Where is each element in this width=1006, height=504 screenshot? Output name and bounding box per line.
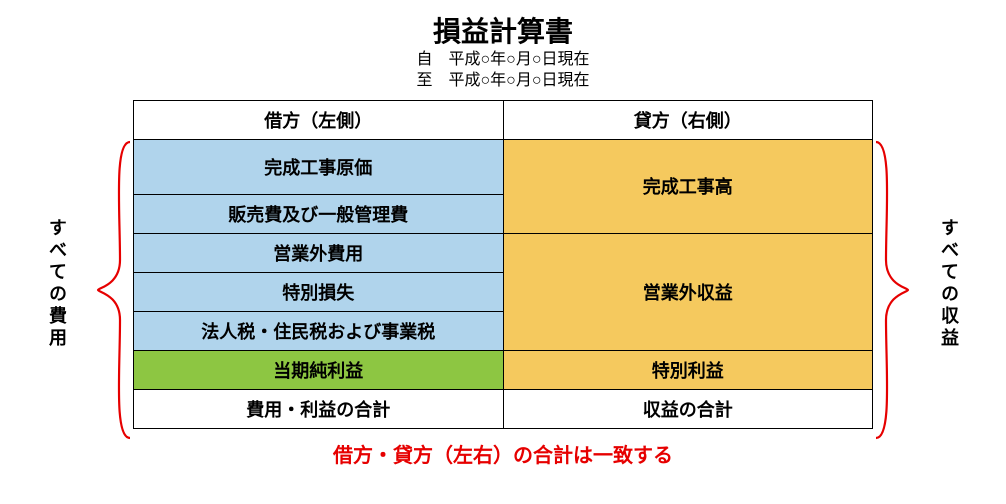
- cell-sga: 販売費及び一般管理費: [134, 194, 504, 233]
- pl-table: 借方（左側） 貸方（右側） 完成工事原価 完成工事高 販売費及び一般管理費 営業…: [133, 100, 873, 429]
- side-label-expenses: すべての費用: [44, 218, 70, 350]
- header-debit: 借方（左側）: [134, 100, 504, 139]
- title: 損益計算書: [0, 10, 1006, 50]
- cell-net-income: 当期純利益: [134, 350, 504, 389]
- cell-extraordinary-profit: 特別利益: [503, 350, 873, 389]
- pl-diagram: 損益計算書 自 平成○年○月○日現在 至 平成○年○月○日現在 すべての費用 す…: [0, 0, 1006, 468]
- cell-taxes: 法人税・住民税および事業税: [134, 311, 504, 350]
- brace-left-icon: [94, 140, 134, 440]
- period-from: 自 平成○年○月○日現在: [0, 50, 1006, 71]
- period-to: 至 平成○年○月○日現在: [0, 71, 1006, 92]
- cell-extraordinary-loss: 特別損失: [134, 272, 504, 311]
- header-row: 借方（左側） 貸方（右側）: [134, 100, 873, 139]
- cell-cost-of-completed-work: 完成工事原価: [134, 139, 504, 194]
- header-credit: 貸方（右側）: [503, 100, 873, 139]
- cell-total-revenues: 収益の合計: [503, 389, 873, 428]
- cell-completed-work-revenue: 完成工事高: [503, 139, 873, 233]
- footnote: 借方・貸方（左右）の合計は一致する: [0, 439, 1006, 468]
- cell-non-operating-income: 営業外収益: [503, 233, 873, 350]
- diagram-layout: すべての費用 すべての収益 借方（左側） 貸方（右側） 完成工事原価 完成工事高…: [0, 100, 1006, 468]
- cell-total-expenses: 費用・利益の合計: [134, 389, 504, 428]
- side-label-revenues: すべての収益: [936, 218, 962, 350]
- brace-right-icon: [872, 140, 912, 440]
- cell-non-operating-expenses: 営業外費用: [134, 233, 504, 272]
